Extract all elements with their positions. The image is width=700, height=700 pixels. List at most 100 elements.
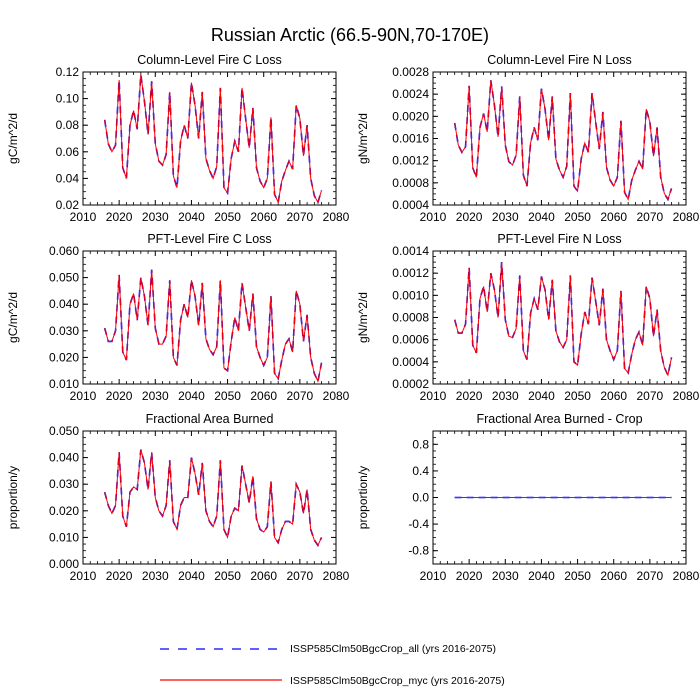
plot-frame — [82, 250, 337, 385]
series-line-all — [453, 80, 673, 202]
y-axis-label: gN/m^2/d — [356, 113, 370, 164]
plot-frame — [432, 430, 687, 565]
y-tick-label: 0.0020 — [392, 109, 429, 123]
x-tick-label: 2020 — [106, 389, 133, 403]
plot-frame — [82, 71, 337, 206]
y-axis-label: gC/m^2/d — [6, 292, 20, 343]
x-tick-label: 2070 — [637, 210, 664, 224]
chart-panel: Column-Level Fire N Loss gN/m^2/d 2010 2020… — [356, 53, 700, 224]
x-tick-label: 2010 — [70, 569, 97, 583]
x-tick-label: 2050 — [214, 389, 241, 403]
x-tick-label: 2030 — [142, 389, 169, 403]
y-tick-label: 0.0012 — [392, 154, 429, 168]
x-tick-label: 2060 — [600, 569, 627, 583]
y-axis-label: proportion/y — [356, 466, 370, 529]
x-tick-label: 2070 — [287, 389, 314, 403]
x-tick-label: 2080 — [323, 569, 350, 583]
series-line-myc — [104, 74, 323, 205]
y-tick-label: 0.0024 — [392, 87, 429, 101]
x-tick-label: 2030 — [492, 569, 519, 583]
x-tick-label: 2080 — [673, 389, 700, 403]
legend-label-all: ISSP585Clm50BgcCrop_all (yrs 2016-2075) — [290, 643, 496, 655]
y-tick-label: 0.02 — [56, 198, 80, 212]
x-tick-label: 2020 — [106, 569, 133, 583]
y-tick-label: 0.0004 — [392, 355, 429, 369]
legend: ISSP585Clm50BgcCrop_all (yrs 2016-2075) … — [160, 643, 505, 687]
y-tick-label: 0.0014 — [392, 244, 429, 258]
y-tick-label: 0.050 — [49, 424, 79, 438]
x-tick-label: 2070 — [637, 569, 664, 583]
x-tick-label: 2040 — [178, 389, 205, 403]
y-tick-label: 0.000 — [49, 557, 79, 571]
x-tick-label: 2060 — [600, 210, 627, 224]
chart-panel: PFT-Level Fire N Loss gN/m^2/d 2010 2020 203… — [356, 232, 700, 403]
x-tick-label: 2010 — [420, 210, 447, 224]
series-line-myc — [104, 269, 323, 383]
x-tick-label: 2030 — [492, 210, 519, 224]
x-tick-label: 2020 — [456, 569, 483, 583]
chart-panel: Column-Level Fire C Loss gC/m^2/d 2010 2020… — [6, 53, 350, 224]
chart-panel: Fractional Area Burned - Crop proportion/… — [356, 412, 700, 583]
x-tick-label: 2010 — [420, 569, 447, 583]
y-axis-label: proportion/y — [6, 466, 20, 529]
y-tick-label: 0.4 — [412, 464, 429, 478]
x-tick-label: 2080 — [673, 210, 700, 224]
panel-title: Fractional Area Burned - Crop — [476, 412, 642, 426]
panel-title: Fractional Area Burned — [146, 412, 274, 426]
x-tick-label: 2070 — [287, 210, 314, 224]
y-tick-label: 0.04 — [56, 171, 80, 185]
x-tick-label: 2040 — [528, 210, 555, 224]
y-tick-label: 0.0008 — [392, 176, 429, 190]
x-tick-label: 2020 — [106, 210, 133, 224]
x-tick-label: 2070 — [287, 569, 314, 583]
y-tick-label: 0.10 — [56, 92, 80, 106]
series-line-all — [103, 269, 323, 384]
y-tick-label: 0.0006 — [392, 333, 429, 347]
x-tick-label: 2050 — [564, 569, 591, 583]
y-tick-label: 0.0004 — [392, 198, 429, 212]
y-axis-label: gC/m^2/d — [6, 113, 20, 164]
y-tick-label: 0.0002 — [392, 377, 429, 391]
y-tick-label: -0.4 — [408, 517, 429, 531]
plot-frame — [432, 71, 687, 206]
chart-panel: PFT-Level Fire C Loss gC/m^2/d 2010 2020 203… — [6, 232, 350, 403]
x-tick-label: 2080 — [323, 210, 350, 224]
x-tick-label: 2050 — [214, 569, 241, 583]
y-tick-label: 0.030 — [49, 324, 79, 338]
x-tick-label: 2010 — [70, 389, 97, 403]
y-axis-label: gN/m^2/d — [356, 292, 370, 343]
y-tick-label: 0.010 — [49, 377, 79, 391]
x-tick-label: 2030 — [142, 210, 169, 224]
y-tick-label: 0.0010 — [392, 288, 429, 302]
x-tick-label: 2040 — [528, 389, 555, 403]
plot-frame — [432, 250, 687, 385]
plot-frame — [82, 430, 337, 565]
x-tick-label: 2050 — [214, 210, 241, 224]
series-line-myc — [454, 262, 673, 377]
x-tick-label: 2040 — [528, 569, 555, 583]
x-tick-label: 2040 — [178, 569, 205, 583]
y-tick-label: 0.020 — [49, 504, 79, 518]
series-line-all — [453, 262, 673, 378]
y-tick-label: 0.010 — [49, 530, 79, 544]
y-tick-label: 0.0012 — [392, 266, 429, 280]
x-tick-label: 2020 — [456, 210, 483, 224]
panels-group: Column-Level Fire C Loss gC/m^2/d 2010 2020… — [6, 53, 700, 583]
y-tick-label: -0.8 — [408, 544, 429, 558]
x-tick-label: 2020 — [456, 389, 483, 403]
x-tick-label: 2060 — [250, 389, 277, 403]
x-tick-label: 2040 — [178, 210, 205, 224]
y-tick-label: 0.8 — [412, 437, 429, 451]
x-tick-label: 2010 — [420, 389, 447, 403]
series-line-all — [103, 74, 323, 206]
panel-title: PFT-Level Fire C Loss — [147, 232, 271, 246]
series-line-myc — [104, 449, 322, 547]
y-tick-label: 0.0 — [412, 491, 429, 505]
y-tick-label: 0.06 — [56, 145, 80, 159]
x-tick-label: 2070 — [637, 389, 664, 403]
x-tick-label: 2010 — [70, 210, 97, 224]
x-tick-label: 2080 — [323, 389, 350, 403]
y-tick-label: 0.0028 — [392, 65, 429, 79]
chart-panel: Fractional Area Burned proportion/y 2010 20… — [6, 412, 350, 583]
